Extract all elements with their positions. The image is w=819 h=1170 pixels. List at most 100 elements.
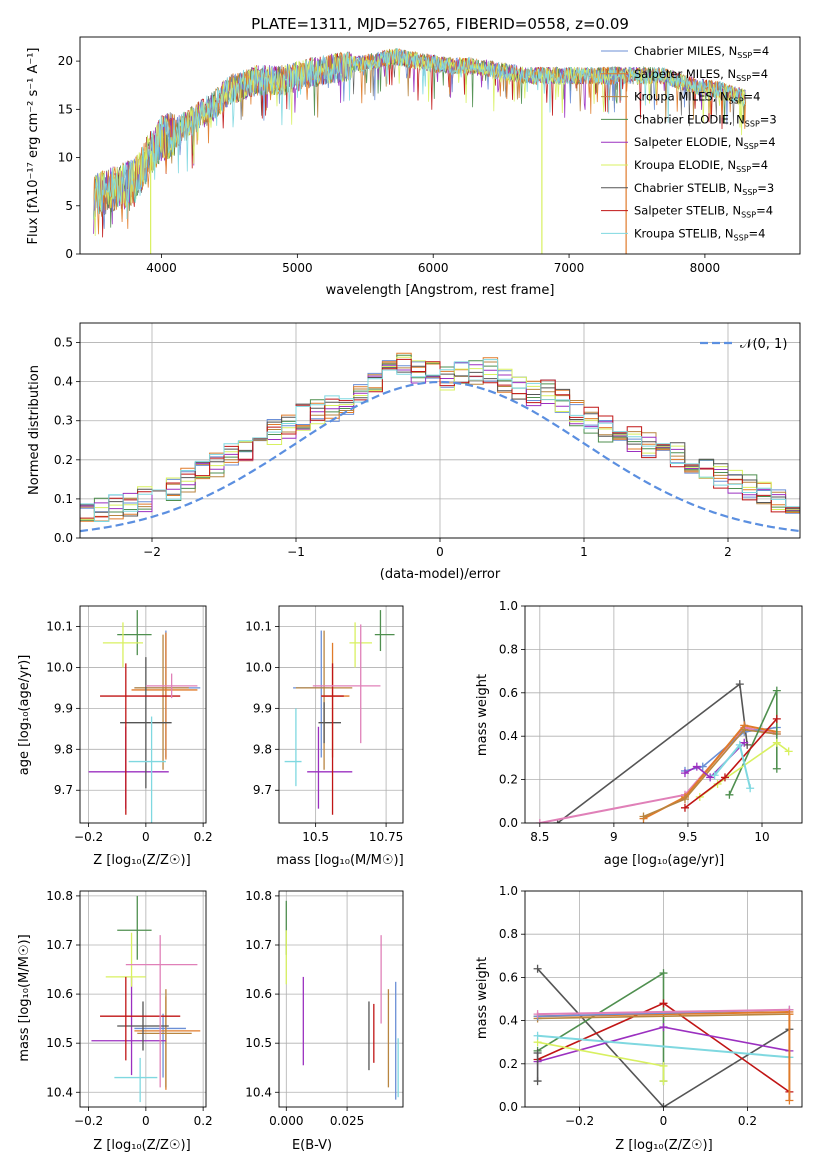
weight-vs-Z-plot-area: −0.2 0 0.2 0.0 0.2 0.4 0.6 0.8 1.0 [499, 884, 803, 1128]
weight-vs-Z-xlabel: Z [log₁₀(Z/Z☉)] [615, 1138, 712, 1153]
data-layer [88, 610, 201, 823]
x-tick-label: 0.000 [269, 1114, 303, 1128]
x-tick-label: −0.2 [74, 830, 103, 844]
weight-marker [710, 771, 719, 780]
x-tick-label: 1 [580, 545, 588, 559]
y-tick-label: 0.2 [499, 1057, 518, 1071]
axes-frame [79, 890, 207, 1108]
x-tick-label: 9.5 [678, 830, 697, 844]
weight-marker [533, 1010, 542, 1019]
y-tick-label: 10.5 [245, 1036, 272, 1050]
spectrum-ylabel: Flux [fλ10⁻¹⁷ erg cm⁻² s⁻¹ A⁻¹] [26, 48, 41, 245]
y-tick-label: 0.3 [54, 414, 73, 428]
mass-vs-Z-xlabel: Z [log₁₀(Z/Z☉)] [93, 1138, 190, 1153]
axes-frame [79, 605, 207, 824]
mass-vs-Z-ylabel: mass [log₁₀(M/M☉)] [17, 934, 32, 1061]
x-tick-label: 0.2 [194, 1114, 213, 1128]
data-layer [80, 352, 800, 533]
y-tick-label: 5 [65, 199, 73, 213]
weight-marker [692, 762, 701, 771]
axes-frame [524, 890, 803, 1108]
legend-tail: =4 [759, 135, 776, 149]
y-tick-label: 15 [58, 102, 73, 116]
weight-marker [659, 999, 668, 1008]
x-tick-label: −2 [143, 545, 161, 559]
weight-vs-age-plot-area: 8.5 9 9.5 10 0.0 0.2 0.4 0.6 0.8 1.0 [499, 599, 803, 844]
x-tick-label: 10 [754, 830, 769, 844]
axes-frame [79, 36, 801, 255]
weight-marker [772, 738, 781, 747]
x-tick-label: 2 [724, 545, 732, 559]
axes-frame [79, 322, 801, 539]
x-tick-label: 10.5 [302, 830, 329, 844]
age-vs-mass-xlabel: mass [log₁₀(M/M☉)] [276, 853, 403, 868]
mass-vs-EBV-plot-area: 0.000 0.025 10.4 10.5 10.6 10.7 10.8 [245, 889, 404, 1128]
axes-frame [278, 605, 404, 824]
legend-subscript: SSP [741, 211, 756, 220]
legend-entry: Chabrier ELODIE, NSSP=3 [634, 112, 777, 128]
legend-entry: Chabrier STELIB, NSSP=3 [634, 181, 774, 197]
weight-vs-Z-ylabel: mass weight [475, 957, 490, 1039]
age-vs-Z-plot-area: −0.2 0 0.2 9.7 9.8 9.9 10.0 10.1 [46, 605, 213, 844]
legend-tail: =4 [744, 90, 761, 104]
legend-subscript: SSP [744, 142, 759, 151]
legend-tail: =4 [749, 226, 766, 240]
weight-marker [772, 686, 781, 695]
y-tick-label: 0.4 [499, 729, 518, 743]
y-tick-label: 10.1 [245, 619, 272, 633]
y-tick-label: 10 [58, 151, 73, 165]
residuals-panel: −2 −1 0 1 2 0.0 0.1 0.2 0.3 0.4 0.5 𝒩(0, 1) (data-m… [27, 322, 801, 582]
y-tick-label: 1.0 [499, 884, 518, 898]
data-layer [93, 48, 747, 254]
legend-subscript: SSP [742, 188, 757, 197]
age-vs-mass-plot-area: 10.5 10.75 9.7 9.8 9.9 10.0 10.1 [245, 605, 404, 844]
axes-frame [278, 890, 404, 1108]
y-tick-label: 10.0 [245, 660, 272, 674]
x-tick-label: 0 [660, 1114, 668, 1128]
weight-marker [785, 1096, 794, 1105]
weight-marker [740, 725, 749, 734]
y-tick-label: 10.6 [46, 987, 73, 1001]
weight-marker [533, 1031, 542, 1040]
weight-line [537, 1008, 790, 1016]
gaussian-curve [80, 380, 800, 533]
legend-subscript: SSP [736, 74, 751, 83]
weight-marker [659, 1077, 668, 1086]
x-tick-label: −1 [287, 545, 305, 559]
legend-tail: =3 [757, 181, 774, 195]
y-tick-label: 0.6 [499, 686, 518, 700]
x-tick-label: 0.025 [330, 1114, 364, 1128]
y-tick-label: 0.5 [54, 336, 73, 350]
legend-subscript: SSP [745, 119, 760, 128]
weight-line [643, 728, 777, 818]
y-tick-label: 0.8 [499, 642, 518, 656]
legend-entry: Salpeter ELODIE, NSSP=4 [634, 135, 776, 151]
y-tick-label: 9.8 [54, 742, 73, 756]
weight-marker [659, 969, 668, 978]
axes-frame [524, 605, 803, 824]
y-tick-label: 0.0 [54, 531, 73, 545]
x-tick-label: 0 [436, 545, 444, 559]
y-tick-label: 1.0 [499, 599, 518, 613]
weight-marker [533, 1049, 542, 1057]
legend-entry: Kroupa STELIB, NSSP=4 [634, 226, 765, 242]
data-layer [285, 900, 399, 1100]
age-vs-Z-panel: −0.2 0 0.2 9.7 9.8 9.9 10.0 10.1 Z [log₁₀(Z/Z☉)… [17, 605, 213, 868]
x-tick-label: 10.75 [369, 830, 403, 844]
y-tick-label: 10.7 [245, 938, 272, 952]
y-tick-label: 9.7 [253, 783, 272, 797]
weight-vs-age-ylabel: mass weight [475, 674, 490, 756]
y-tick-label: 9.9 [253, 701, 272, 715]
mass-vs-EBV-xlabel: E(B-V) [292, 1138, 332, 1153]
spectrum-title: PLATE=1311, MJD=52765, FIBERID=0558, z=0… [251, 15, 629, 33]
y-tick-label: 10.0 [46, 660, 73, 674]
y-tick-label: 0.4 [54, 375, 73, 389]
spectrum-panel: PLATE=1311, MJD=52765, FIBERID=0558, z=0… [26, 15, 801, 298]
x-tick-label: 0.2 [738, 1114, 757, 1128]
y-tick-label: 10.6 [245, 987, 272, 1001]
legend-tail: =4 [751, 67, 768, 81]
weight-line [537, 1013, 790, 1020]
weight-marker [680, 795, 689, 804]
weight-marker [785, 1010, 794, 1019]
